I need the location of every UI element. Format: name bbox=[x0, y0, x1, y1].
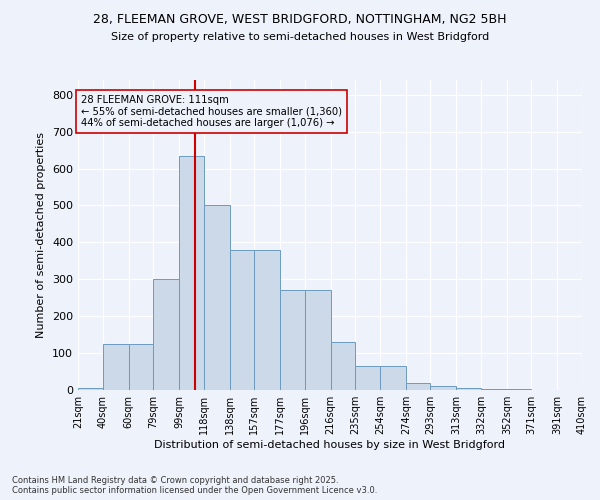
Bar bbox=[406, 382, 430, 390]
Bar bbox=[203, 206, 230, 390]
Bar bbox=[331, 342, 355, 390]
Bar bbox=[430, 386, 457, 390]
Text: Size of property relative to semi-detached houses in West Bridgford: Size of property relative to semi-detach… bbox=[111, 32, 489, 42]
Y-axis label: Number of semi-detached properties: Number of semi-detached properties bbox=[37, 132, 46, 338]
Bar bbox=[380, 366, 406, 390]
Bar bbox=[153, 280, 179, 390]
Bar bbox=[457, 388, 481, 390]
Bar bbox=[78, 388, 103, 390]
Bar bbox=[179, 156, 203, 390]
Bar bbox=[355, 366, 380, 390]
Bar bbox=[103, 344, 128, 390]
Bar bbox=[254, 250, 280, 390]
Text: 28 FLEEMAN GROVE: 111sqm
← 55% of semi-detached houses are smaller (1,360)
44% o: 28 FLEEMAN GROVE: 111sqm ← 55% of semi-d… bbox=[80, 95, 341, 128]
X-axis label: Distribution of semi-detached houses by size in West Bridgford: Distribution of semi-detached houses by … bbox=[155, 440, 505, 450]
Text: Contains HM Land Registry data © Crown copyright and database right 2025.
Contai: Contains HM Land Registry data © Crown c… bbox=[12, 476, 377, 495]
Bar bbox=[230, 250, 254, 390]
Bar bbox=[128, 344, 153, 390]
Bar bbox=[280, 290, 305, 390]
Bar bbox=[305, 290, 331, 390]
Bar bbox=[481, 389, 507, 390]
Text: 28, FLEEMAN GROVE, WEST BRIDGFORD, NOTTINGHAM, NG2 5BH: 28, FLEEMAN GROVE, WEST BRIDGFORD, NOTTI… bbox=[93, 12, 507, 26]
